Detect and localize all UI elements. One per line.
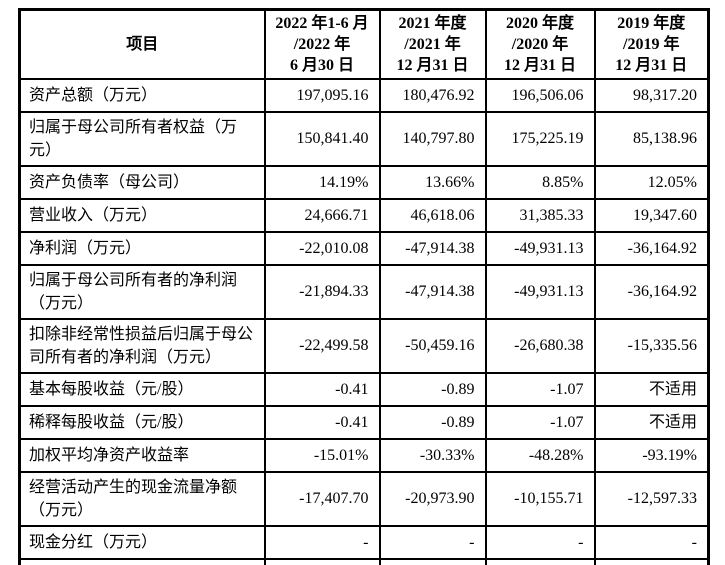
cell-value: 150,841.40 [263,111,381,167]
cell-value: 175,225.19 [484,111,596,167]
cell-value: -47,914.38 [378,264,487,320]
header-line: /2019 年 [623,36,680,53]
cell-value: - [593,525,710,560]
table-row: 加权平均净资产收益率 -15.01% -30.33% -48.28% -93.1… [18,438,710,473]
row-label: 经营活动产生的现金流量净额（万元） [18,471,266,527]
row-label: 资产总额（万元） [18,78,266,113]
header-line: 2019 年度 [617,15,686,32]
table-row: 基本每股收益（元/股） -0.41 -0.89 -1.07 不适用 [18,372,710,407]
cell-value: -49,931.13 [484,264,596,320]
table-row: 经营活动产生的现金流量净额（万元） -17,407.70 -20,973.90 … [18,471,710,527]
cell-value: -30.33% [378,438,487,473]
header-line: /2021 年 [404,36,461,53]
row-label: 现金分红（万元） [18,525,266,560]
cell-value: 不适用 [593,405,710,440]
table-row: 扣除非经常性损益后归属于母公司所有者的净利润（万元） -22,499.58 -5… [18,318,710,374]
table-row: 归属于母公司所有者的净利润（万元） -21,894.33 -47,914.38 … [18,264,710,320]
row-label: 稀释每股收益（元/股） [18,405,266,440]
cell-value: -20,973.90 [378,471,487,527]
cell-value: -10,155.71 [484,471,596,527]
cell-value: -48.28% [484,438,596,473]
header-line: 2020 年度 [505,15,574,32]
cell-value: -21,894.33 [263,264,381,320]
cell-value: - [263,525,381,560]
header-line: /2022 年 [293,36,351,53]
cell-value: -26,680.38 [484,318,596,374]
table-row: 稀释每股收益（元/股） -0.41 -0.89 -1.07 不适用 [18,405,710,440]
cell-value: -15.01% [263,438,381,473]
cell-value: -22,499.58 [263,318,381,374]
cell-value: -50,459.16 [378,318,487,374]
table-row: 营业收入（万元） 24,666.71 46,618.06 31,385.33 1… [18,198,710,233]
cell-value: -0.41 [263,372,381,407]
cell-value: 180,476.92 [378,78,487,113]
column-header-2020: 2020 年度 /2020 年 12 月31 日 [484,8,596,80]
row-label: 营业收入（万元） [18,198,266,233]
cell-value: 43.27% [593,558,710,565]
table-row: 资产负债率（母公司） 14.19% 13.66% 8.85% 12.05% [18,165,710,200]
cell-value: -36,164.92 [593,231,710,266]
cell-value: 46,618.06 [378,198,487,233]
header-line: 12 月31 日 [396,57,469,74]
financial-indicators-table: 项目 2022 年1-6 月 /2022 年 6 月30 日 2021 年度 /… [18,8,710,565]
cell-value: 13.66% [378,165,487,200]
cell-value: -0.89 [378,372,487,407]
row-label: 净利润（万元） [18,231,266,266]
cell-value: 39.18% [378,558,487,565]
table-row: 研发投入占营业收入的比例 40.35% 39.18% 34.73% 43.27% [18,558,710,565]
cell-value: -1.07 [484,405,596,440]
column-header-item: 项目 [18,8,266,80]
cell-value: -22,010.08 [263,231,381,266]
header-line: 12 月31 日 [503,57,576,74]
table-row: 资产总额（万元） 197,095.16 180,476.92 196,506.0… [18,78,710,113]
header-line: 2022 年1-6 月 [275,15,369,32]
row-label: 扣除非经常性损益后归属于母公司所有者的净利润（万元） [18,318,266,374]
cell-value: 12.05% [593,165,710,200]
cell-value: 140,797.80 [378,111,487,167]
cell-value: -36,164.92 [593,264,710,320]
cell-value: -0.41 [263,405,381,440]
cell-value: - [484,525,596,560]
cell-value: -17,407.70 [263,471,381,527]
cell-value: -1.07 [484,372,596,407]
cell-value: 40.35% [263,558,381,565]
cell-value: -49,931.13 [484,231,596,266]
header-line: /2020 年 [511,36,569,53]
table-row: 净利润（万元） -22,010.08 -47,914.38 -49,931.13… [18,231,710,266]
cell-value: 34.73% [484,558,596,565]
header-line: 12 月31 日 [615,57,688,74]
cell-value: 不适用 [593,372,710,407]
column-header-2021: 2021 年度 /2021 年 12 月31 日 [378,8,487,80]
row-label: 基本每股收益（元/股） [18,372,266,407]
row-label: 归属于母公司所有者的净利润（万元） [18,264,266,320]
cell-value: 196,506.06 [484,78,596,113]
cell-value: -93.19% [593,438,710,473]
header-line: 2021 年度 [398,15,467,32]
cell-value: -15,335.56 [593,318,710,374]
row-label: 资产负债率（母公司） [18,165,266,200]
cell-value: 8.85% [484,165,596,200]
header-line: 6 月30 日 [289,57,354,74]
table-row: 归属于母公司所有者权益（万元） 150,841.40 140,797.80 17… [18,111,710,167]
cell-value: 24,666.71 [263,198,381,233]
row-label: 研发投入占营业收入的比例 [18,558,266,565]
cell-value: -47,914.38 [378,231,487,266]
cell-value: -0.89 [378,405,487,440]
cell-value: 98,317.20 [593,78,710,113]
row-label: 加权平均净资产收益率 [18,438,266,473]
table-row: 现金分红（万元） - - - - [18,525,710,560]
cell-value: 19,347.60 [593,198,710,233]
header-row: 项目 2022 年1-6 月 /2022 年 6 月30 日 2021 年度 /… [18,8,710,80]
row-label: 归属于母公司所有者权益（万元） [18,111,266,167]
cell-value: - [378,525,487,560]
cell-value: 14.19% [263,165,381,200]
column-header-2019: 2019 年度 /2019 年 12 月31 日 [593,8,710,80]
column-header-2022: 2022 年1-6 月 /2022 年 6 月30 日 [263,8,381,80]
cell-value: 31,385.33 [484,198,596,233]
cell-value: -12,597.33 [593,471,710,527]
cell-value: 85,138.96 [593,111,710,167]
cell-value: 197,095.16 [263,78,381,113]
